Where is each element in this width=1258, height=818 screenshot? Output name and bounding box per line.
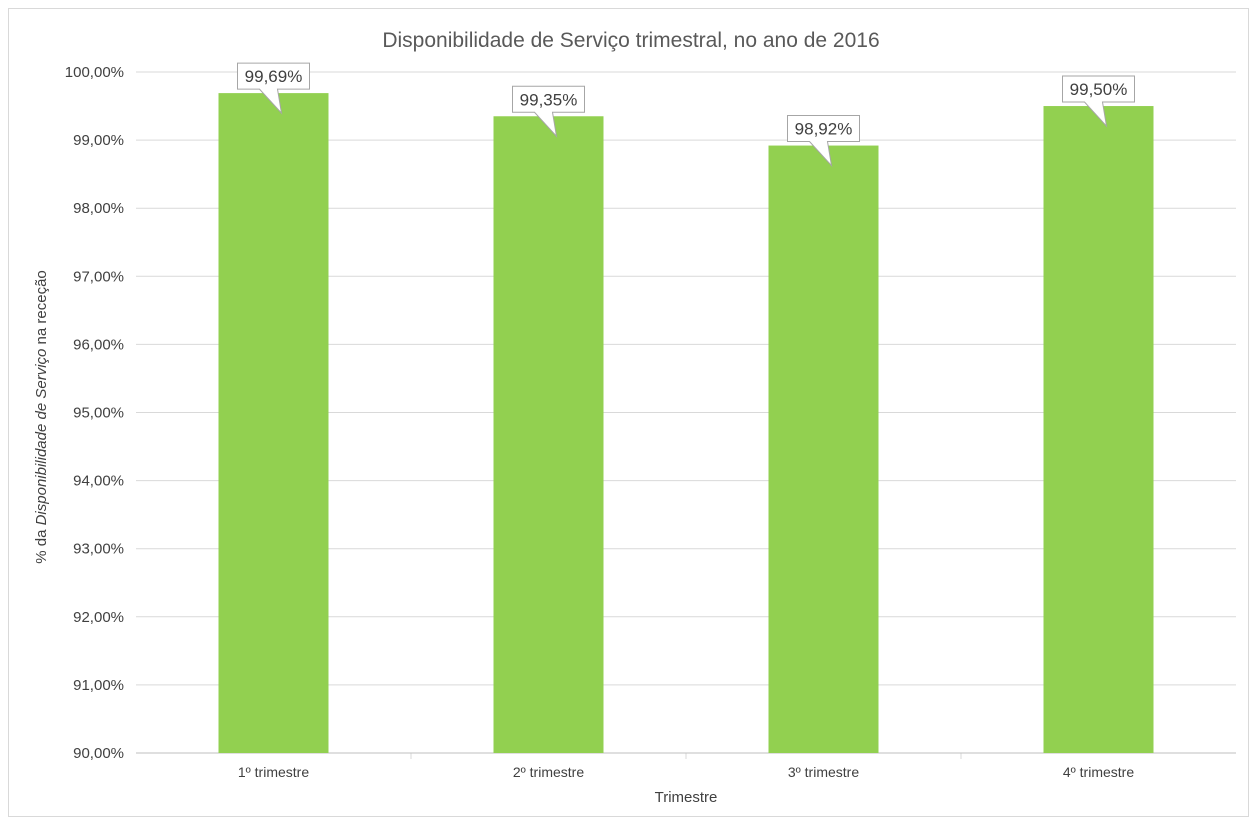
y-axis-title-italic: Disponibilidade de Serviço <box>33 349 50 526</box>
y-tick-label: 93,00% <box>73 541 124 558</box>
y-tick-label: 90,00% <box>73 745 124 762</box>
x-tick-label: 2º trimestre <box>513 764 584 780</box>
bar <box>768 145 879 754</box>
y-tick-label: 91,00% <box>73 677 124 694</box>
x-tick-label: 1º trimestre <box>238 764 309 780</box>
x-tick-label: 4º trimestre <box>1063 764 1134 780</box>
bar <box>493 116 604 753</box>
data-label: 99,50% <box>1062 75 1135 128</box>
y-axis-title: % da Disponibilidade de Serviço na receç… <box>33 270 50 564</box>
x-axis-categories: 1º trimestre 2º trimestre 3º trimestre 4º t… <box>238 764 1134 780</box>
chart-title: Disponibilidade de Serviço trimestral, n… <box>382 29 879 52</box>
data-label-callout <box>512 85 585 138</box>
y-axis-ticks: 90,00% 91,00% 92,00% 93,00% 94,00% 95,00% 96,0… <box>65 64 124 762</box>
data-label: 98,92% <box>787 115 860 168</box>
data-label-text: 98,92% <box>795 120 853 139</box>
y-tick-label: 100,00% <box>65 64 124 81</box>
y-tick-label: 94,00% <box>73 473 124 490</box>
data-label-text: 99,50% <box>1070 80 1128 99</box>
bar <box>1043 106 1154 754</box>
data-label-callout <box>1062 75 1135 128</box>
y-axis-title-suffix: na receção <box>33 270 50 348</box>
bar <box>218 93 329 753</box>
y-tick-label: 99,00% <box>73 132 124 149</box>
data-label-text: 99,35% <box>520 90 578 109</box>
y-tick-label: 97,00% <box>73 268 124 285</box>
x-axis-title: Trimestre <box>655 789 718 806</box>
y-tick-label: 92,00% <box>73 609 124 626</box>
data-labels: 99,69% 99,35% 98,92% 99,50% <box>237 62 1135 168</box>
y-tick-label: 96,00% <box>73 336 124 353</box>
data-label-callout <box>787 115 860 168</box>
y-tick-label: 95,00% <box>73 405 124 422</box>
y-axis-title-prefix: % da <box>33 525 50 563</box>
data-label-callout <box>237 62 310 115</box>
x-tick-label: 3º trimestre <box>788 764 859 780</box>
bars <box>218 93 1154 754</box>
data-label-text: 99,69% <box>245 67 303 86</box>
y-tick-label: 98,00% <box>73 200 124 217</box>
data-label: 99,69% <box>237 62 310 115</box>
data-label: 99,35% <box>512 85 585 138</box>
